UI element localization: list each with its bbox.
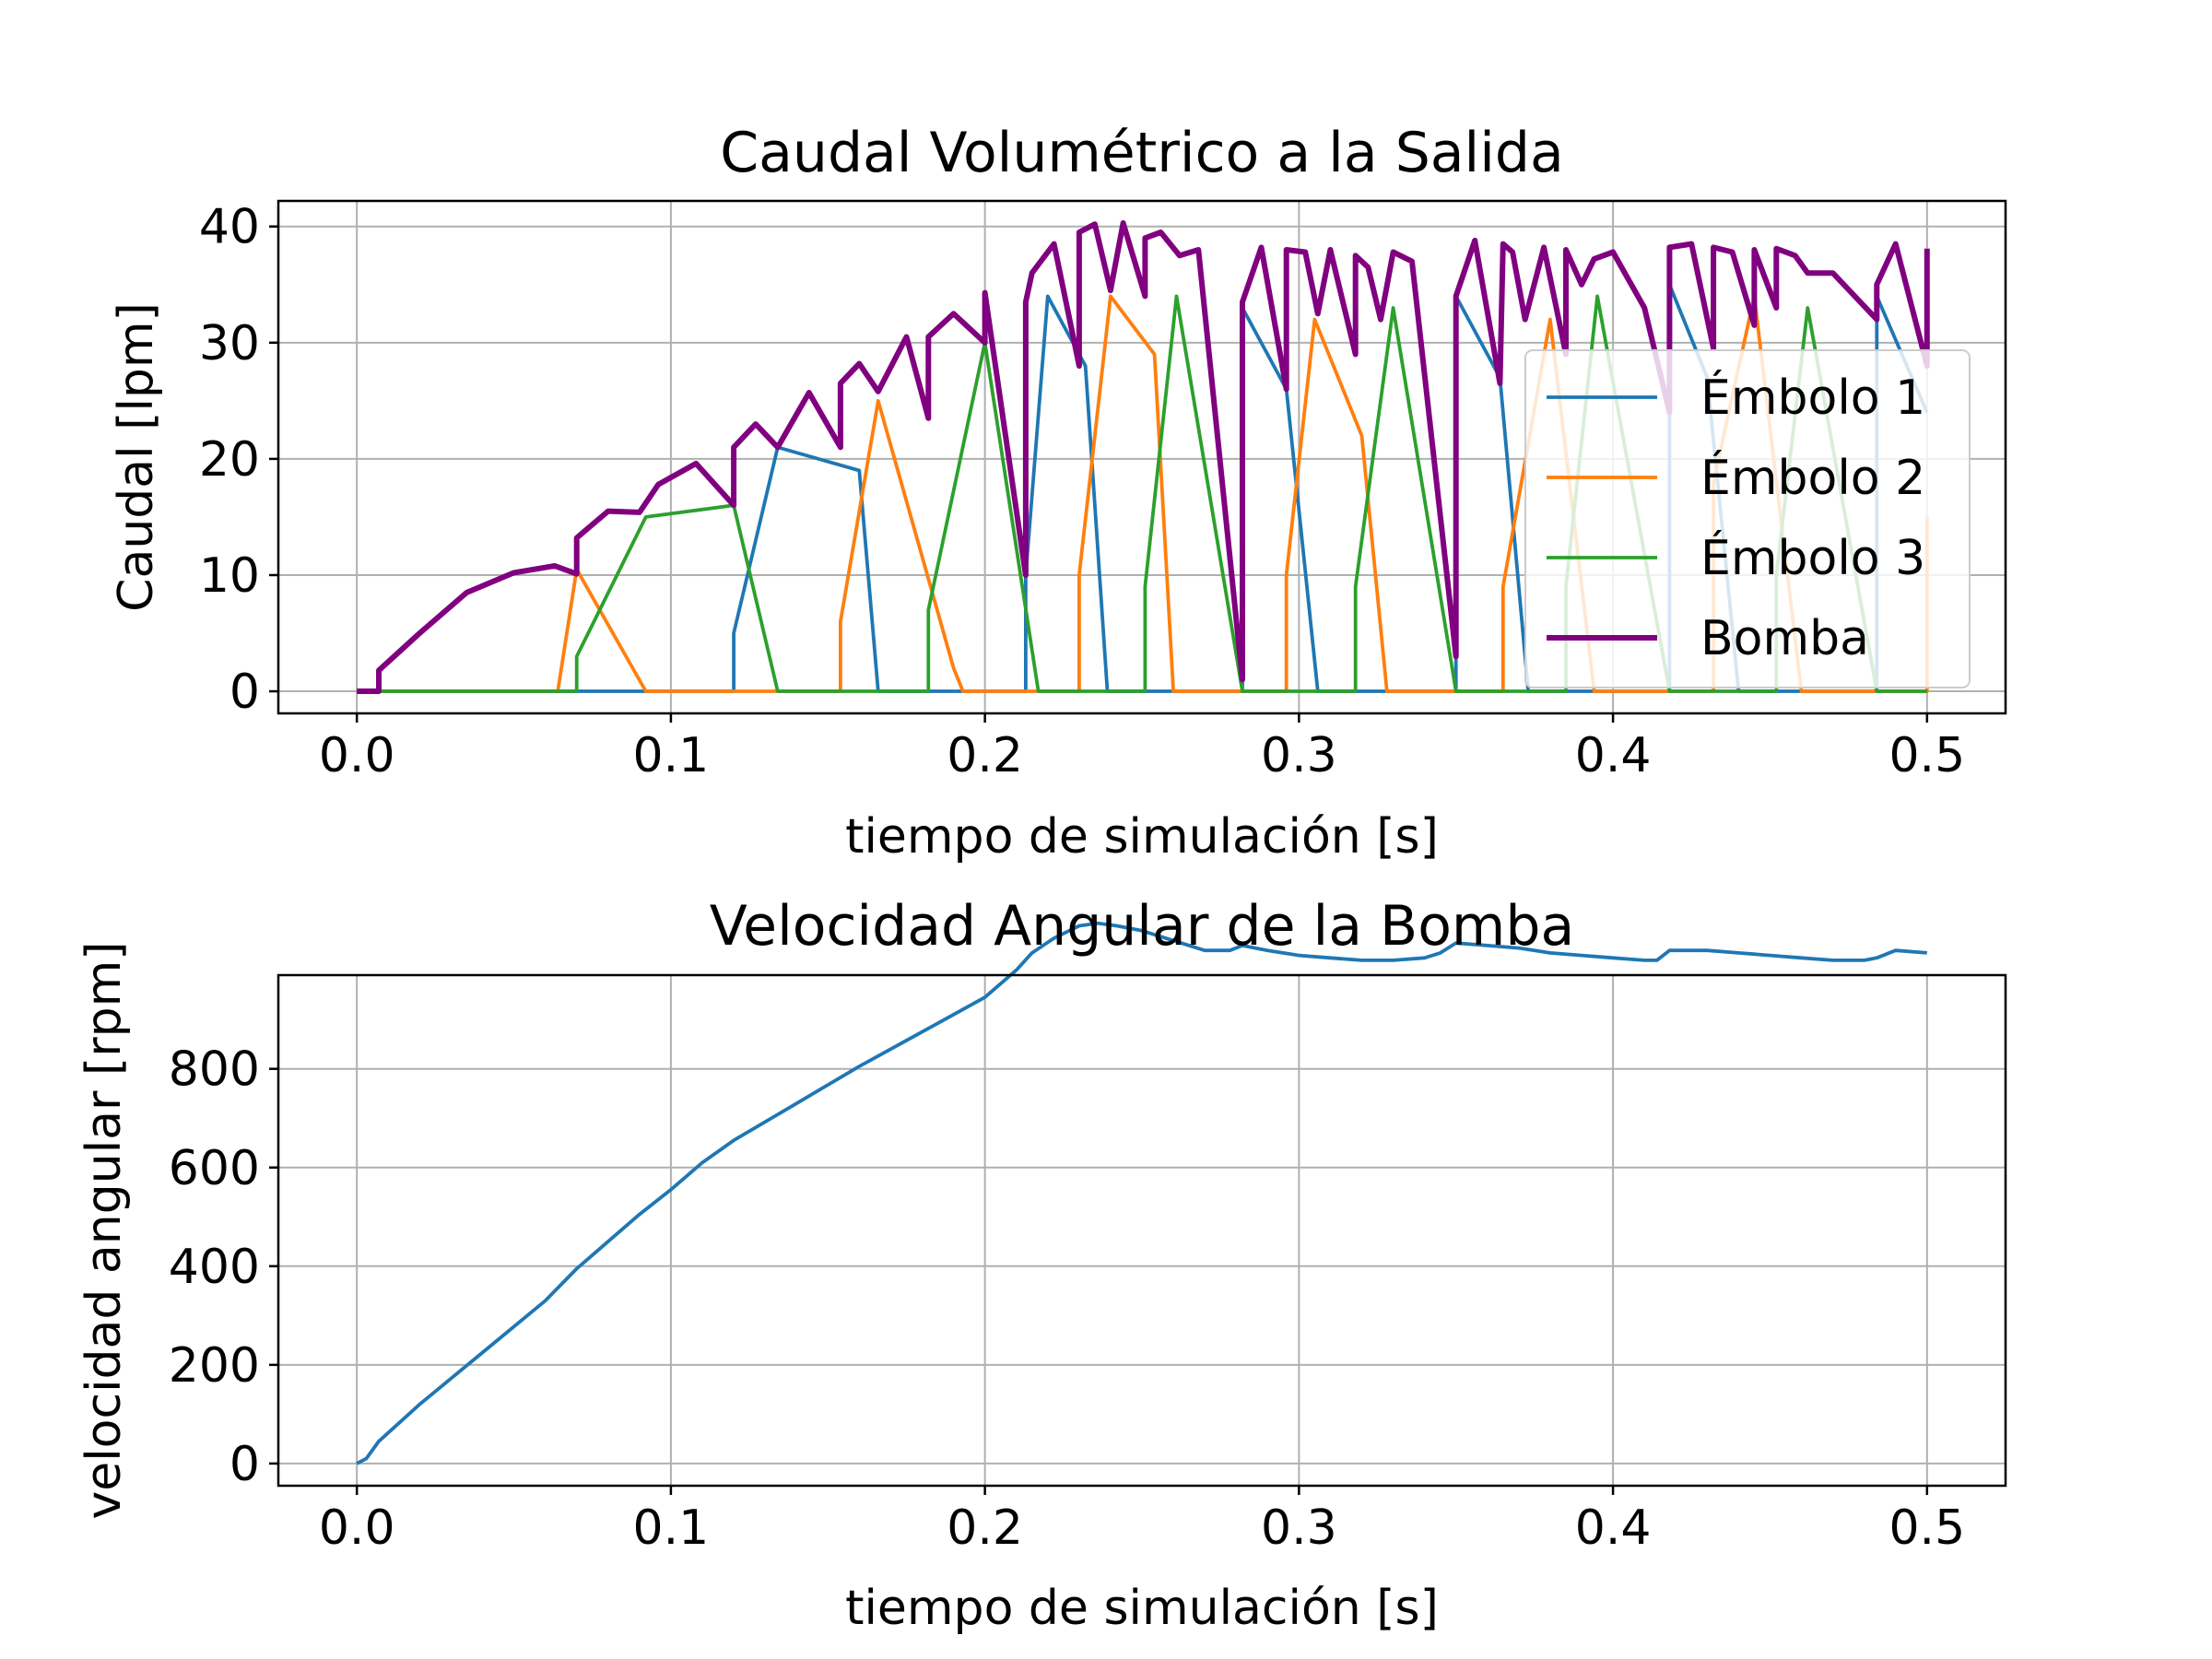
y-tick-label: 0 [229,665,260,720]
x-axis-label: tiempo de simulación [s] [845,1581,1439,1636]
x-tick-label: 0.3 [1261,728,1337,783]
y-tick-label: 800 [169,1042,260,1098]
series-line [356,921,1927,1465]
y-tick-label: 200 [169,1338,260,1394]
y-tick-label: 600 [169,1141,260,1196]
legend-label: Émbolo 1 [1700,370,1925,426]
x-tick-label: 0.4 [1575,728,1652,783]
series-lines [356,921,1927,1465]
y-tick-label: 40 [199,200,260,255]
x-tick-label: 0.4 [1575,1500,1652,1556]
x-tick-label: 0.1 [633,728,710,783]
y-tick-label: 30 [199,316,260,371]
chart-title: Velocidad Angular de la Bomba [710,894,1574,959]
grid [278,975,2006,1486]
x-tick-label: 0.1 [633,1500,710,1556]
legend-label: Émbolo 3 [1700,530,1925,586]
x-tick-label: 0.5 [1888,1500,1965,1556]
series-line--mbolo-3 [357,294,1927,693]
x-tick-label: 0.0 [319,728,395,783]
ticks: 0.0 0.1 0.2 0.3 0.4 0.5 0 10 20 30 40 [199,200,1965,783]
x-axis-label: tiempo de simulación [s] [845,809,1439,865]
chart-caudal: 0.0 0.1 0.2 0.3 0.4 0.5 0 10 20 30 40 Caudal Volum… [109,121,2007,865]
y-tick-label: 20 [199,432,260,488]
chart-title: Caudal Volumétrico a la Salida [720,121,1563,185]
legend-box [1524,349,1971,688]
y-tick-label: 10 [199,548,260,604]
y-tick-label: 400 [169,1240,260,1295]
plot-frame [276,973,2007,1488]
x-tick-label: 0.3 [1261,1500,1337,1556]
legend-label: Bomba [1700,611,1869,666]
x-tick-label: 0.2 [947,728,1023,783]
series-line-bomba [357,220,1930,694]
y-axis-label: Caudal [lpm] [109,302,164,612]
ticks: 0.0 0.1 0.2 0.3 0.4 0.5 0 200 400 600 800 [169,1042,1965,1556]
x-tick-label: 0.0 [319,1500,395,1556]
chart-velocidad: 0.0 0.1 0.2 0.3 0.4 0.5 0 200 400 600 800 Velocida… [76,894,2007,1636]
y-axis-label: velocidad angular [rpm] [76,941,132,1519]
x-tick-label: 0.5 [1888,728,1965,783]
x-tick-label: 0.2 [947,1500,1023,1556]
plot-frame [276,199,2007,715]
y-tick-label: 0 [229,1437,260,1492]
legend: Émbolo 1 Émbolo 2 Émbolo 3 Bomba [1524,349,1971,688]
legend-label: Émbolo 2 [1700,450,1925,506]
